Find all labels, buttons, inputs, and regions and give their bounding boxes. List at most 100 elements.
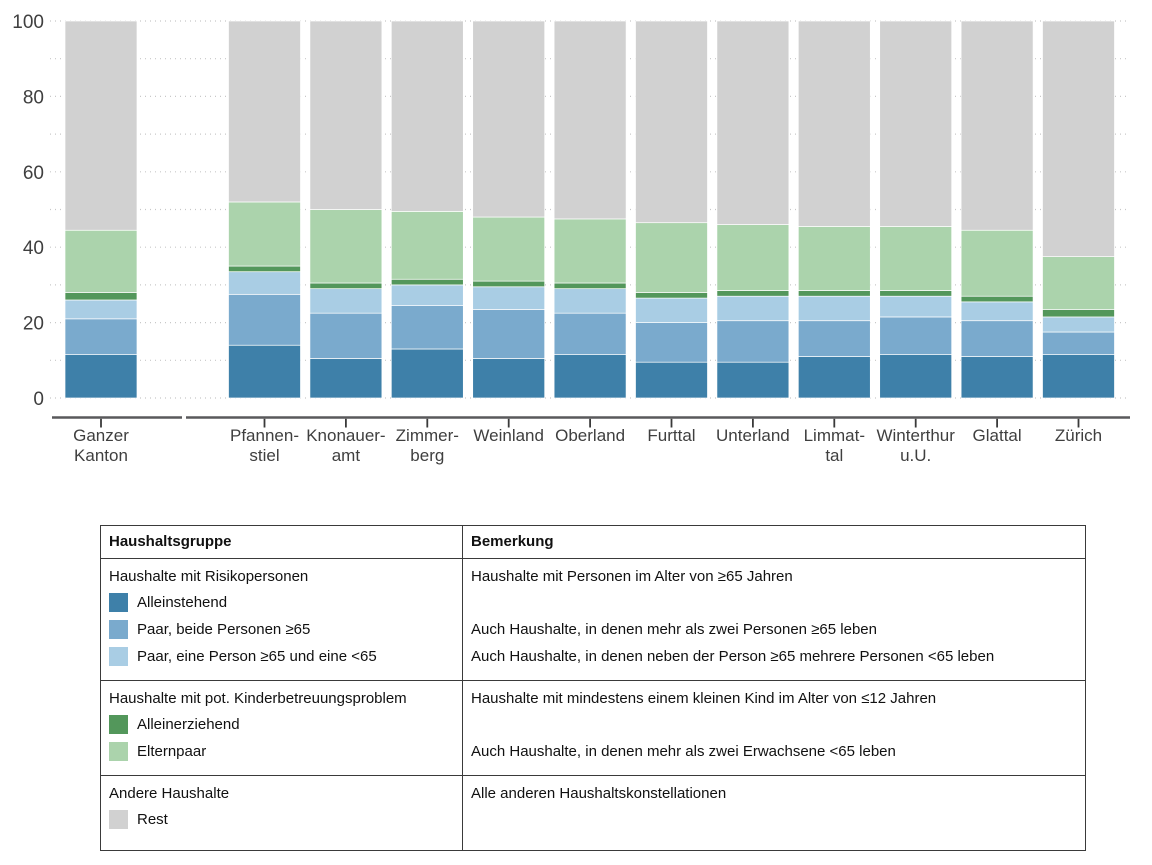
bar-segment — [879, 20, 953, 227]
color-swatch-paar-eine — [109, 647, 128, 666]
category-label: Unterland — [716, 426, 790, 445]
remark-cell-kinderbetreuung: Haushalte mit mindestens einem kleinen K… — [462, 680, 1086, 776]
bar-segment — [797, 226, 871, 291]
bar-segment — [228, 271, 301, 295]
legend-label: Alleinerziehend — [137, 716, 240, 733]
bar-segment — [64, 354, 138, 399]
group-cell-andere: Andere Haushalte Rest — [100, 775, 463, 851]
bar-segment — [228, 344, 301, 399]
category-label: Zürich — [1055, 426, 1102, 445]
bar-segment — [390, 305, 464, 350]
category-label: Oberland — [555, 426, 625, 445]
bar-segment — [960, 320, 1034, 357]
bar-segment — [635, 292, 708, 299]
bar-segment — [553, 282, 627, 290]
chart-canvas: 0 20 40 60 80 100 Ganzer Kanton Pfannen-stielKno… — [12, 12, 1130, 465]
bar-segment — [797, 320, 871, 357]
group-cell-risikopersonen: Haushalte mit Risikopersonen Alleinstehe… — [100, 558, 463, 681]
bar-segment — [472, 309, 546, 359]
bar-segment — [309, 312, 383, 359]
category-label: Winterthur u.U. — [876, 426, 955, 465]
bar-segment — [228, 20, 301, 203]
category-label: Knonauer-amt — [306, 426, 385, 465]
table-section-risikopersonen: Haushalte mit Risikopersonen Alleinstehe… — [100, 558, 1086, 681]
y-axis-tick-label: 0 — [33, 389, 44, 410]
bar-segment — [716, 224, 790, 291]
bar-segment — [1042, 331, 1115, 355]
legend-item-alleinerziehend: Alleinerziehend — [109, 711, 454, 738]
bar-segment — [472, 286, 546, 310]
bar-segment — [716, 20, 790, 225]
bar-segment — [309, 358, 383, 399]
color-swatch-elternpaar — [109, 742, 128, 761]
y-axis-tick-label: 20 — [23, 314, 44, 335]
legend-label: Paar, eine Person ≥65 und eine <65 — [137, 648, 377, 665]
column-header-haushaltsgruppe: Haushaltsgruppe — [100, 525, 463, 559]
legend-table: Haushaltsgruppe Bemerkung Haushalte mit … — [100, 525, 1086, 851]
bar-segment — [960, 20, 1034, 231]
bar-segment — [228, 293, 301, 346]
bar-segment — [390, 20, 464, 212]
bar-segment — [472, 280, 546, 288]
bar-segment — [879, 316, 953, 355]
bar-segment — [472, 216, 546, 282]
bar-segment — [960, 229, 1034, 297]
bar-segment — [553, 288, 627, 314]
y-axis-tick-label: 80 — [23, 87, 44, 108]
column-header-bemerkung: Bemerkung — [462, 525, 1086, 559]
legend-label: Paar, beide Personen ≥65 — [137, 621, 311, 638]
bar-segment — [64, 292, 138, 301]
bar-segment — [716, 320, 790, 363]
remark-line-empty — [471, 806, 1077, 833]
bar-segment — [228, 265, 301, 273]
y-axis-tick-label: 40 — [23, 238, 44, 259]
table-section-kinderbetreuung: Haushalte mit pot. Kinderbetreuungsprobl… — [100, 680, 1086, 776]
color-swatch-alleinerziehend — [109, 715, 128, 734]
bar-segment — [64, 318, 138, 355]
group-cell-kinderbetreuung: Haushalte mit pot. Kinderbetreuungsprobl… — [100, 680, 463, 776]
bar-segment — [716, 361, 790, 399]
bar-segment — [309, 209, 383, 284]
bar-segment — [635, 322, 708, 363]
bar-segment — [553, 218, 627, 284]
legend-item-paar-eine: Paar, eine Person ≥65 und eine <65 — [109, 643, 454, 670]
bar-segment — [960, 295, 1034, 303]
bar-segment — [879, 354, 953, 399]
bar-segment — [635, 361, 708, 399]
section-remark: Haushalte mit mindestens einem kleinen K… — [471, 690, 937, 707]
bar-segment — [797, 290, 871, 297]
remark-line-empty — [471, 589, 1077, 616]
bar-segment — [390, 211, 464, 280]
bar-segment — [1042, 256, 1115, 310]
remark-line: Auch Haushalte, in denen mehr als zwei E… — [471, 743, 896, 760]
bar-segment — [879, 226, 953, 291]
remark-cell-risikopersonen: Haushalte mit Personen im Alter von ≥65 … — [462, 558, 1086, 681]
bar-segment — [64, 299, 138, 320]
bar-segment — [64, 229, 138, 293]
legend-item-paar-beide: Paar, beide Personen ≥65 — [109, 616, 454, 643]
section-remark: Haushalte mit Personen im Alter von ≥65 … — [471, 568, 793, 585]
y-axis-tick-label: 100 — [12, 12, 44, 33]
color-swatch-rest — [109, 810, 128, 829]
legend-label: Elternpaar — [137, 743, 207, 760]
remark-line-empty — [471, 711, 1077, 738]
remark-line: Auch Haushalte, in denen mehr als zwei P… — [471, 621, 877, 638]
legend-label: Rest — [137, 811, 168, 828]
bar-segment — [879, 295, 953, 318]
bar-segment — [390, 348, 464, 399]
section-title: Andere Haushalte — [109, 785, 230, 802]
bar-segment — [309, 288, 383, 314]
section-title: Haushalte mit pot. Kinderbetreuungsprobl… — [109, 690, 407, 707]
bar-segment — [1042, 354, 1115, 399]
bar-segment — [635, 222, 708, 293]
bar-segment — [553, 354, 627, 399]
bar-segment — [390, 278, 464, 286]
legend-item-rest: Rest — [109, 806, 454, 833]
bar-segment — [390, 284, 464, 306]
bar-segment — [716, 295, 790, 322]
legend-label: Alleinstehend — [137, 594, 228, 611]
category-label: Zimmer-berg — [396, 426, 459, 465]
bar-segment — [309, 20, 383, 210]
bar-segment — [472, 20, 546, 218]
